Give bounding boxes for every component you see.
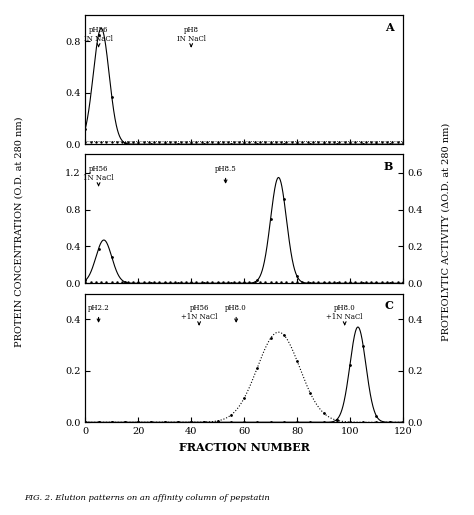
Text: pH56
1N NaCl: pH56 1N NaCl [83,165,114,185]
Text: A: A [385,22,393,33]
Text: pH56
IN NaCl: pH56 IN NaCl [84,26,113,46]
Text: pH8.0: pH8.0 [225,304,247,322]
Text: pH8.5: pH8.5 [215,165,237,183]
X-axis label: FRACTION NUMBER: FRACTION NUMBER [179,442,310,453]
Text: PROTEIN CONCENTRATION (O.D. at 280 nm): PROTEIN CONCENTRATION (O.D. at 280 nm) [15,116,23,347]
Text: pH2.2: pH2.2 [88,304,109,322]
Text: FIG. 2. Elution patterns on an affinity column of pepstatin: FIG. 2. Elution patterns on an affinity … [24,494,269,503]
Text: pH8.0
+1N NaCl: pH8.0 +1N NaCl [327,304,363,324]
Text: pH56
+1N NaCl: pH56 +1N NaCl [181,304,217,324]
Text: PROTEOLYTIC ACTIVITY (ΔO.D. at 280 nm): PROTEOLYTIC ACTIVITY (ΔO.D. at 280 nm) [441,123,450,341]
Text: pH8
IN NaCl: pH8 IN NaCl [177,26,206,46]
Text: C: C [384,300,393,311]
Text: B: B [384,161,393,172]
